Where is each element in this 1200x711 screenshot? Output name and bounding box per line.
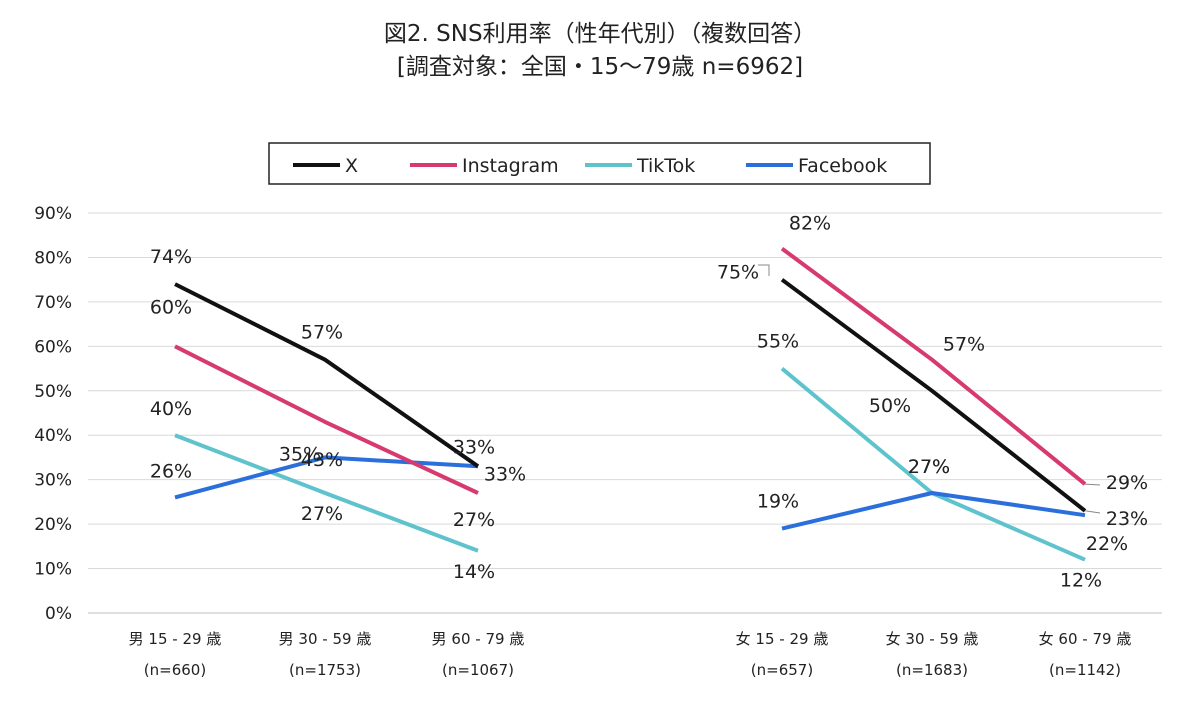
legend-label-instagram: Instagram <box>462 155 559 177</box>
data-label-facebook-female-2: 22% <box>1086 533 1128 555</box>
x-sample-size-label: (n=660) <box>144 661 206 679</box>
x-category-label: 女 15 - 29 歳 <box>736 630 829 648</box>
data-label-facebook-male-0: 26% <box>150 460 192 482</box>
x-axis: 男 15 - 29 歳 (n=660) 男 30 - 59 歳 (n=1753) 男 6… <box>129 630 1132 679</box>
label-leader-line <box>1084 483 1101 486</box>
y-axis: 0% 10% 20% 30% 40% 50% 60% 70% 80% 90% <box>34 204 72 624</box>
x-category-label: 女 30 - 59 歳 <box>886 630 979 648</box>
chart-subtitle: [調査対象：全国・15～79歳 n=6962] <box>396 54 804 80</box>
x-sample-size-label: (n=1142) <box>1049 661 1121 679</box>
data-label-instagram-female-2: 29% <box>1106 472 1148 494</box>
legend-label-facebook: Facebook <box>798 155 887 177</box>
data-labels: 74% 57% 33% 60% 43% 27% 40% 27% 14% 26% 35% 33% 75% 5… <box>150 213 1148 592</box>
x-sample-size-label: (n=1683) <box>896 661 968 679</box>
data-label-instagram-male-0: 60% <box>150 296 192 318</box>
x-category-label: 男 15 - 29 歳 <box>129 630 222 648</box>
label-leader-line <box>758 264 770 276</box>
series-line-tiktok-male <box>174 433 479 553</box>
chart-title: 図2. SNS利用率（性年代別）（複数回答） <box>383 21 817 47</box>
data-label-facebook-female-1: 27% <box>908 456 950 478</box>
x-sample-size-label: (n=1753) <box>289 661 361 679</box>
data-label-tiktok-male-0: 40% <box>150 398 192 420</box>
data-label-x-male-1: 57% <box>301 322 343 344</box>
data-label-tiktok-female-1: 27% <box>908 456 950 478</box>
data-label-facebook-male-2: 33% <box>484 463 526 485</box>
series-line-instagram-male <box>174 344 479 495</box>
data-label-x-female-2: 23% <box>1106 508 1148 530</box>
y-tick-label: 70% <box>34 293 72 313</box>
x-sample-size-label: (n=657) <box>751 661 813 679</box>
series-line-facebook-male <box>174 455 479 500</box>
title-block: 図2. SNS利用率（性年代別）（複数回答） [調査対象：全国・15～79歳 n… <box>0 18 1200 84</box>
data-label-x-male-0: 74% <box>150 246 192 268</box>
y-tick-label: 60% <box>34 337 72 357</box>
data-label-tiktok-female-0: 55% <box>757 331 799 353</box>
series-line-x-male <box>174 282 480 468</box>
x-sample-size-label: (n=1067) <box>442 661 514 679</box>
y-tick-label: 80% <box>34 248 72 268</box>
data-label-x-male-2: 33% <box>453 436 495 458</box>
data-label-instagram-male-1: 43% <box>301 449 343 471</box>
data-label-instagram-female-1: 57% <box>943 334 985 356</box>
series-line-x-female <box>780 278 1087 513</box>
data-label-x-female-1: 50% <box>869 395 911 417</box>
grid <box>88 212 1162 614</box>
series-line-facebook-female <box>781 491 1086 531</box>
legend-label-x: X <box>345 155 358 177</box>
data-label-instagram-female-0: 82% <box>789 213 831 235</box>
legend: X Instagram TikTok Facebook <box>268 142 931 185</box>
data-label-x-female-0: 75% <box>717 262 759 284</box>
legend-label-tiktok: TikTok <box>636 155 695 177</box>
data-label-instagram-male-2: 27% <box>453 509 495 531</box>
y-tick-label: 50% <box>34 382 72 402</box>
y-tick-label: 90% <box>34 204 72 224</box>
y-tick-label: 20% <box>34 515 72 535</box>
data-label-tiktok-male-1: 27% <box>301 503 343 525</box>
series-line-instagram-female <box>780 246 1087 486</box>
y-tick-label: 40% <box>34 426 72 446</box>
x-category-label: 男 30 - 59 歳 <box>279 630 372 648</box>
data-label-tiktok-female-2: 12% <box>1060 570 1102 592</box>
y-tick-label: 0% <box>45 604 72 624</box>
data-label-tiktok-male-2: 14% <box>453 561 495 583</box>
y-tick-label: 10% <box>34 560 72 580</box>
y-tick-label: 30% <box>34 471 72 491</box>
label-leader-line <box>1084 510 1101 514</box>
x-category-label: 男 60 - 79 歳 <box>432 630 525 648</box>
x-category-label: 女 60 - 79 歳 <box>1039 630 1132 648</box>
series-group <box>174 246 1087 562</box>
data-label-facebook-male-1: 35% <box>279 443 321 465</box>
data-label-facebook-female-0: 19% <box>757 491 799 513</box>
